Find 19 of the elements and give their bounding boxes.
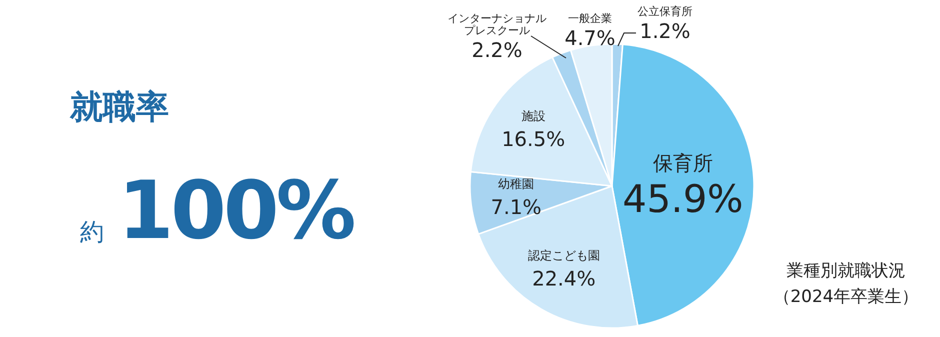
slice-label: 公立保育所 [638, 5, 692, 18]
data-label: 2.2% [472, 38, 522, 62]
text: 就職率 [69, 87, 169, 126]
slice-label: 認定こども園 [528, 248, 600, 263]
text: 100% [118, 164, 354, 257]
slice-label: 保育所 [652, 151, 713, 176]
slice-label: 施設 [521, 108, 546, 123]
data-label: 16.5% [502, 126, 566, 151]
slice-label: 一般企業 [568, 12, 612, 25]
text: 約 [80, 218, 104, 246]
data-label: 1.2% [640, 19, 690, 43]
data-label: 22.4% [532, 266, 596, 291]
data-label: 45.9% [622, 177, 744, 222]
data-label: 7.1% [490, 194, 542, 219]
text: 業種別就職状況 [786, 261, 906, 281]
slice-label: インターナショナルプレスクール [448, 12, 546, 37]
slice-label: 幼稚園 [498, 176, 534, 191]
data-label: 4.7% [564, 26, 616, 50]
text: （2024年卒業生） [773, 287, 919, 307]
